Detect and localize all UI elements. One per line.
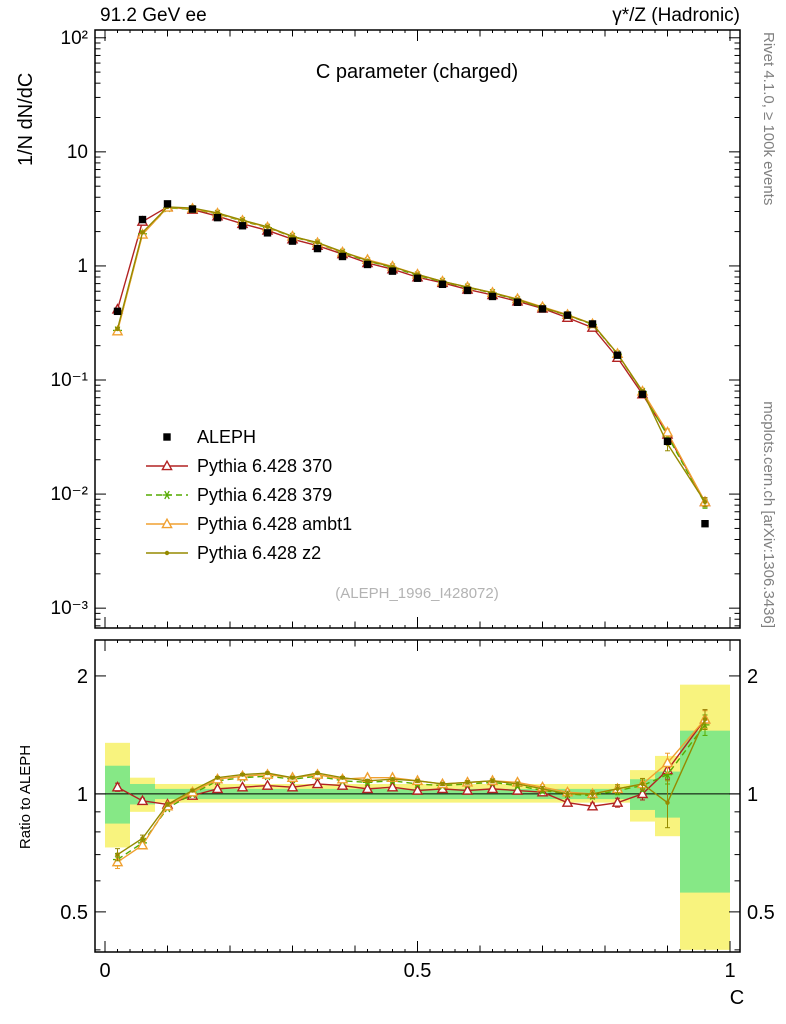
legend-label-pythia-370: Pythia 6.428 370 <box>197 456 332 476</box>
svg-text:1: 1 <box>77 784 88 806</box>
header-right-label: γ*/Z (Hadronic) <box>612 5 740 26</box>
y-axis-label-top: 1/N dN/dC <box>15 73 37 166</box>
top-series-aleph <box>113 200 709 528</box>
legend: ALEPH Pythia 6.428 370 Pythia 6.428 379 Pyt… <box>146 427 352 563</box>
ratio-uncertainty-bands <box>105 684 730 950</box>
x-axis-label: C <box>730 987 744 1009</box>
svg-text:2: 2 <box>77 666 88 688</box>
axis-ticks <box>95 30 740 952</box>
legend-label-pythia-ambt1: Pythia 6.428 ambt1 <box>197 514 352 534</box>
plot-title: C parameter (charged) <box>316 61 518 83</box>
header-left-label: 91.2 GeV ee <box>100 5 207 26</box>
mcplots-arxiv-label: mcplots.cern.ch [arXiv:1306.3436] <box>760 401 777 628</box>
svg-text:1: 1 <box>747 784 758 806</box>
svg-text:10: 10 <box>67 142 88 163</box>
svg-text:0.5: 0.5 <box>404 960 432 982</box>
ratio-series-pythia-z2 <box>115 709 708 862</box>
y-axis-label-ratio: Ratio to ALEPH <box>17 745 34 849</box>
svg-text:10⁻²: 10⁻² <box>51 484 89 505</box>
svg-text:0.5: 0.5 <box>60 902 88 924</box>
svg-text:2: 2 <box>747 666 758 688</box>
legend-label-pythia-z2: Pythia 6.428 z2 <box>197 543 321 563</box>
svg-text:0: 0 <box>99 960 110 982</box>
svg-text:10⁻³: 10⁻³ <box>51 598 89 619</box>
legend-label-aleph: ALEPH <box>197 427 256 447</box>
tick-labels: 10² 10 1 10⁻¹ 10⁻² 10⁻³ 2 2 1 1 0.5 0.5 0 0.5 1 <box>51 28 775 982</box>
svg-text:1: 1 <box>724 960 735 982</box>
svg-text:1: 1 <box>77 256 88 277</box>
svg-text:0.5: 0.5 <box>747 902 775 924</box>
svg-text:10⁻¹: 10⁻¹ <box>51 370 89 391</box>
generated-chart-layers: 10² 10 1 10⁻¹ 10⁻² 10⁻³ 2 2 1 1 0.5 0.5 0 0.5 1 ALEPH Py… <box>51 28 775 982</box>
analysis-watermark: (ALEPH_1996_I428072) <box>335 585 498 602</box>
rivet-version-label: Rivet 4.1.0, ≥ 100k events <box>760 32 777 205</box>
legend-label-pythia-379: Pythia 6.428 379 <box>197 485 332 505</box>
svg-text:10²: 10² <box>61 28 88 49</box>
